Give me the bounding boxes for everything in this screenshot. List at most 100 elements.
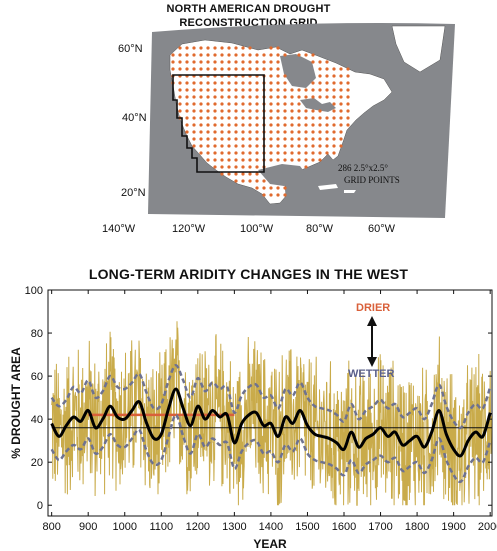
grid-point [241, 88, 245, 92]
grid-point [339, 95, 343, 99]
grid-point [318, 67, 322, 71]
grid-point [283, 53, 287, 57]
greenland [391, 25, 446, 73]
gulf-of-mexico [258, 164, 306, 186]
grid-point [339, 116, 343, 120]
grid-point [346, 67, 350, 71]
grid-point [304, 158, 308, 162]
grid-point [318, 81, 322, 85]
grid-point [220, 165, 224, 169]
grid-point [171, 60, 175, 64]
grid-point [185, 67, 189, 71]
x-tick-label: 1400 [259, 521, 283, 533]
map-title-line-1: NORTH AMERICAN DROUGHT [166, 3, 331, 15]
grid-point [269, 102, 273, 106]
grid-point [206, 67, 210, 71]
grid-point [241, 165, 245, 169]
grid-point [311, 151, 315, 155]
grid-point [220, 60, 224, 64]
grid-point [276, 102, 280, 106]
grid-point [241, 95, 245, 99]
lon-label-100: 100°W [240, 223, 274, 235]
grid-point [234, 158, 238, 162]
grid-point [262, 193, 266, 197]
grid-point [269, 186, 273, 190]
grid-point [220, 46, 224, 50]
x-tick-label: 1500 [295, 521, 319, 533]
grid-point [269, 67, 273, 71]
grid-point [241, 144, 245, 148]
grid-point [199, 88, 203, 92]
grid-point [276, 81, 280, 85]
grid-point [283, 123, 287, 127]
annual-series-line [51, 321, 492, 506]
grid-point [248, 130, 252, 134]
grid-point [318, 137, 322, 141]
grid-note-line-2: GRID POINTS [344, 175, 400, 185]
grid-point [311, 81, 315, 85]
grid-point [255, 53, 259, 57]
grid-point [255, 109, 259, 113]
chart-title: LONG-TERM ARIDITY CHANGES IN THE WEST [88, 266, 409, 282]
grid-point [185, 130, 189, 134]
grid-point [304, 88, 308, 92]
grid-point [206, 88, 210, 92]
lon-label-120: 120°W [172, 223, 206, 235]
grid-point [192, 81, 196, 85]
grid-point [220, 109, 224, 113]
grid-point [311, 144, 315, 148]
grid-point [318, 60, 322, 64]
grid-point [248, 179, 252, 183]
grid-point [206, 53, 210, 57]
grid-point [269, 123, 273, 127]
grid-point [234, 123, 238, 127]
grid-point [269, 53, 273, 57]
grid-point [241, 130, 245, 134]
grid-point [346, 88, 350, 92]
grid-point [269, 158, 273, 162]
grid-point [276, 130, 280, 134]
grid-point [234, 67, 238, 71]
grid-point [213, 123, 217, 127]
grid-point [318, 116, 322, 120]
grid-point [297, 158, 301, 162]
grid-point [220, 151, 224, 155]
grid-point [220, 102, 224, 106]
grid-point [227, 151, 231, 155]
grid-point [213, 88, 217, 92]
grid-point [234, 144, 238, 148]
grid-point [192, 130, 196, 134]
grid-point [220, 130, 224, 134]
grid-point [220, 81, 224, 85]
confidence-bands [50, 364, 492, 484]
grid-point [206, 144, 210, 148]
lon-label-80: 80°W [306, 223, 334, 235]
grid-point [234, 151, 238, 155]
grid-point [248, 95, 252, 99]
grid-point [234, 81, 238, 85]
grid-point [213, 53, 217, 57]
grid-point [297, 116, 301, 120]
grid-point [339, 74, 343, 78]
grid-point [178, 46, 182, 50]
grid-point [199, 137, 203, 141]
y-tick-label: 20 [31, 457, 43, 469]
grid-point [346, 123, 350, 127]
grid-point [248, 172, 252, 176]
grid-point [255, 158, 259, 162]
grid-point [206, 81, 210, 85]
grid-point [255, 88, 259, 92]
grid-point [325, 60, 329, 64]
grid-point [290, 130, 294, 134]
grid-point [332, 102, 336, 106]
grid-point [227, 172, 231, 176]
grid-point [255, 179, 259, 183]
grid-point [332, 123, 336, 127]
grid-point [227, 130, 231, 134]
grid-point [325, 130, 329, 134]
grid-point [262, 60, 266, 64]
grid-point [213, 81, 217, 85]
grid-point [332, 74, 336, 78]
grid-point [304, 144, 308, 148]
